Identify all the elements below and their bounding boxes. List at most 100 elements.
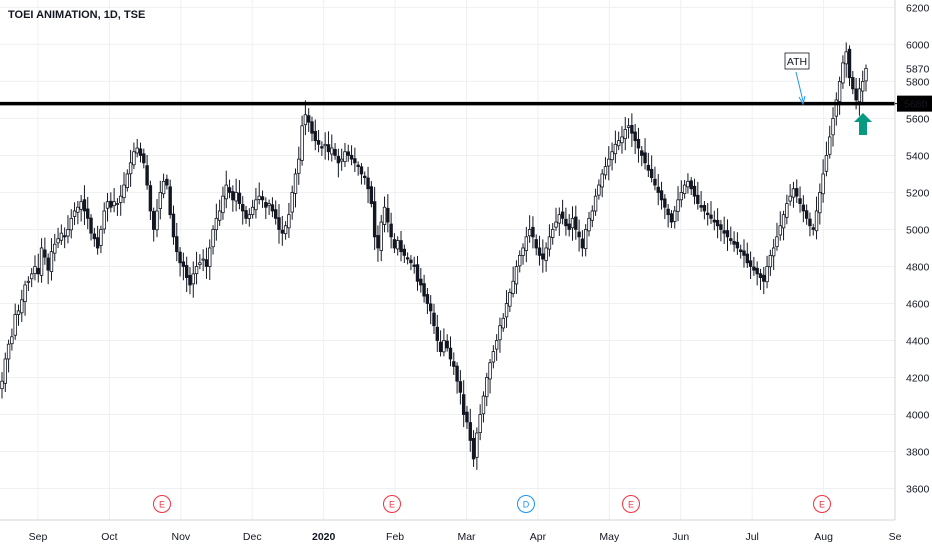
candle-body — [630, 125, 634, 134]
candle-body — [801, 204, 806, 212]
candle-body — [847, 48, 852, 79]
candle-body — [175, 236, 179, 253]
candlestick-series — [0, 42, 868, 470]
candle-body — [16, 310, 21, 315]
candle-body — [613, 143, 618, 155]
candle-body — [692, 185, 697, 197]
event-marker-label: E — [819, 500, 825, 510]
candle-body — [468, 422, 472, 441]
candle-body — [53, 243, 57, 254]
candle-body — [244, 210, 248, 219]
candle-body — [626, 125, 631, 128]
candle-body — [392, 239, 397, 249]
price-tick-label: 3800 — [906, 447, 930, 459]
candle-body — [607, 158, 611, 167]
candle-body — [666, 208, 670, 216]
time-tick-label: Jul — [745, 531, 758, 543]
candle-body — [425, 294, 430, 304]
candle-body — [386, 207, 390, 223]
candle-body — [795, 188, 799, 197]
candle-body — [600, 173, 604, 188]
candle-body — [3, 358, 7, 384]
candle-body — [191, 273, 195, 285]
candle-body — [333, 149, 337, 156]
ath-annotation-box[interactable] — [784, 52, 810, 70]
price-tick-label: 5200 — [906, 187, 930, 199]
time-tick-label: Mar — [457, 531, 476, 543]
candle-body — [419, 278, 423, 286]
candle-body — [369, 186, 374, 204]
candle-body — [640, 150, 644, 156]
candle-body — [260, 196, 265, 201]
candle-body — [323, 143, 327, 147]
candle-body — [343, 151, 347, 163]
candle-body — [752, 266, 756, 271]
candle-body — [445, 340, 449, 349]
candle-body — [465, 411, 469, 423]
event-marker[interactable] — [382, 494, 402, 514]
event-marker[interactable] — [516, 494, 536, 514]
candle-body — [122, 184, 126, 199]
candle-body — [788, 195, 792, 202]
candle-body — [577, 231, 581, 238]
candle-body — [389, 223, 393, 238]
candle-body — [257, 195, 261, 200]
price-tick-label: 5800 — [906, 76, 930, 88]
candle-body — [712, 219, 717, 223]
event-marker[interactable] — [152, 494, 172, 514]
candle-body — [775, 236, 779, 248]
candle-body — [824, 155, 829, 172]
candle-body — [689, 180, 693, 190]
candle-body — [270, 204, 275, 212]
candle-body — [706, 212, 710, 216]
candle-body — [676, 199, 680, 212]
candle-body — [241, 204, 245, 212]
candle-body — [66, 229, 70, 237]
candle-body — [616, 140, 621, 147]
candle-body — [841, 62, 845, 84]
candle-body — [791, 188, 796, 198]
candle-body — [597, 184, 601, 196]
candle-body — [851, 77, 855, 90]
candle-body — [778, 225, 782, 236]
candle-body — [155, 210, 159, 231]
candle-body — [485, 377, 489, 398]
candle-body — [119, 195, 123, 203]
candle-body — [590, 210, 594, 221]
candle-body — [372, 201, 377, 238]
candle-body — [231, 191, 235, 201]
candle-body — [59, 232, 64, 241]
candle-body — [785, 203, 789, 218]
ath-arrow — [795, 71, 804, 102]
chart-title: TOEI ANIMATION, 1D, TSE — [8, 9, 145, 21]
candle-body — [115, 203, 120, 205]
line-price-tag-label: 5680 — [904, 99, 928, 111]
candle-body — [498, 325, 502, 341]
candle-body — [23, 284, 27, 302]
candle-body — [142, 153, 146, 164]
up-arrow-marker[interactable] — [854, 113, 872, 135]
candle-body — [303, 114, 308, 126]
candle-body — [405, 257, 410, 260]
event-marker[interactable] — [812, 494, 832, 514]
price-tick-label: 4200 — [906, 373, 930, 385]
candle-body — [214, 217, 219, 231]
candle-body — [620, 136, 624, 144]
candle-body — [679, 192, 684, 201]
candle-body — [570, 217, 575, 229]
candle-body — [768, 254, 773, 268]
candle-body — [669, 213, 674, 223]
candle-body — [834, 99, 839, 117]
candle-body — [165, 178, 169, 186]
candle-body — [610, 151, 614, 161]
candle-body — [254, 199, 258, 211]
candle-body — [43, 249, 47, 258]
candle-body — [79, 201, 83, 210]
candle-body — [247, 214, 252, 219]
candle-body — [237, 192, 242, 204]
time-tick-label: Aug — [814, 531, 833, 543]
event-marker[interactable] — [621, 494, 641, 514]
candle-body — [39, 247, 44, 276]
